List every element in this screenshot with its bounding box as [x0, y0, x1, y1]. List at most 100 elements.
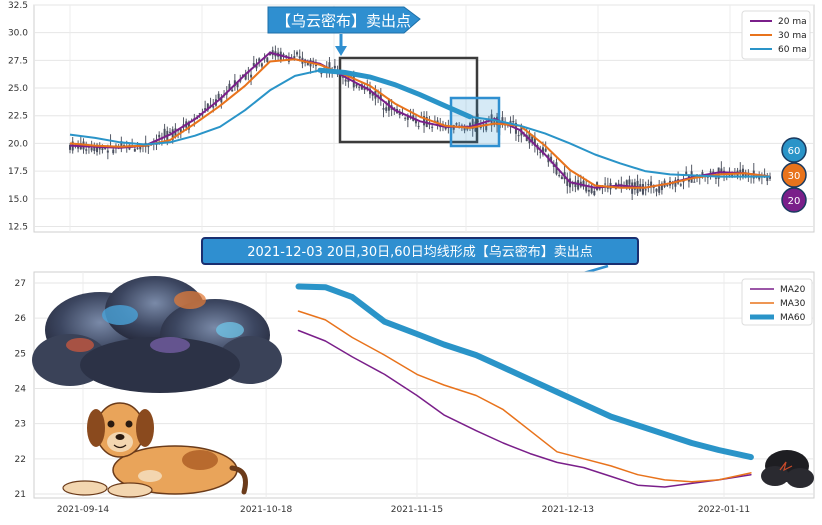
bottom-y-tick-label: 21 [15, 490, 26, 500]
candle-body [550, 156, 553, 161]
candle-body [512, 121, 515, 123]
candle-body [171, 129, 174, 141]
top-y-tick-label: 32.5 [8, 1, 28, 11]
bottom-x-tick-label: 2021-11-15 [391, 505, 443, 515]
candle-body [531, 136, 534, 142]
candle-body [558, 175, 561, 177]
candle-body [366, 86, 369, 89]
candle-body [228, 83, 231, 91]
bottom-legend-ma30: MA30 [780, 299, 806, 309]
candle-body [501, 117, 504, 125]
candle-body [471, 119, 474, 130]
badge-30-text: 30 [788, 171, 801, 182]
candle-body [163, 128, 166, 137]
top-legend-60ma: 60 ma [778, 45, 807, 55]
badge-20 [781, 187, 807, 213]
candle-body [714, 177, 717, 179]
top-y-tick-label: 15.0 [8, 195, 28, 205]
candle-body [204, 108, 207, 111]
candle-body [120, 141, 123, 149]
bottom-y-tick-label: 24 [15, 385, 27, 395]
candle-body [90, 147, 93, 151]
candle-body [158, 134, 161, 138]
bottom-series-line-MA60 [295, 283, 754, 461]
bottom-x-tick-label: 2021-10-18 [240, 505, 293, 515]
candle-body [479, 126, 482, 128]
candle-body [485, 123, 488, 131]
top-legend-30ma: 30 ma [778, 31, 807, 41]
candle-body [560, 176, 563, 180]
candle-body [385, 107, 388, 111]
bottom-x-tick-label: 2021-09-14 [57, 505, 110, 515]
badge-60-text: 60 [788, 146, 801, 157]
candle-body [720, 168, 723, 174]
candle-body [266, 57, 269, 62]
bottom-y-tick-label: 22 [15, 455, 26, 465]
candle-body [133, 148, 136, 152]
bottom-y-tick-label: 26 [15, 314, 27, 324]
candle-body [628, 179, 631, 185]
candle-body [306, 61, 309, 66]
candle-body [344, 79, 347, 82]
candle-body [644, 189, 647, 191]
candle-body [236, 82, 239, 88]
top-series-line-30ma [69, 58, 771, 189]
candle-body [147, 145, 150, 148]
candle-body [93, 147, 96, 151]
bottom-series-line-MA20 [297, 329, 752, 488]
candle-body [312, 60, 315, 62]
candle-body [104, 147, 107, 149]
candle-body [231, 89, 234, 92]
candle-body [552, 164, 555, 167]
sell-point-box [449, 96, 501, 148]
bottom-legend: MA20 MA30 MA60 [741, 278, 813, 326]
candle-body [174, 128, 177, 138]
candle-body [217, 93, 220, 99]
bottom-x-ticks: 2021-09-14 2021-10-18 2021-11-15 2021-12-13… [57, 505, 750, 515]
candle-body [328, 62, 331, 73]
top-y-ticks: 12.5 15.0 17.5 20.0 22.5 25.0 27.5 30.0 32.5 [8, 1, 28, 232]
candle-body [671, 183, 674, 185]
candle-body [220, 97, 223, 103]
bottom-legend-ma20: MA20 [780, 285, 806, 295]
bottom-y-tick-label: 23 [15, 420, 26, 430]
candle-body [625, 180, 628, 187]
candle-body [314, 65, 317, 67]
candle-body [701, 172, 704, 177]
candle-body [417, 125, 420, 127]
candle-body [533, 136, 536, 146]
candle-body [179, 129, 182, 134]
candle-body [106, 150, 109, 153]
badge-60 [781, 137, 807, 163]
candle-body [655, 188, 658, 192]
candle-body [585, 185, 588, 192]
candle-body [379, 93, 382, 101]
top-y-tick-label: 17.5 [8, 167, 28, 177]
candle-body [333, 65, 336, 69]
candle-body [666, 184, 669, 186]
top-y-tick-label: 27.5 [8, 56, 28, 66]
candle-body [650, 181, 653, 187]
bottom-y-tick-label: 27 [15, 279, 26, 289]
top-grid [34, 4, 814, 232]
candle-body [641, 183, 644, 195]
ma-badges: 60 30 20 [781, 137, 807, 213]
candle-body [658, 186, 661, 193]
candle-body [544, 148, 547, 152]
bottom-x-tick-label: 2021-12-13 [542, 505, 594, 515]
candle-body [358, 86, 361, 88]
candle-body [593, 191, 596, 196]
candle-body [469, 123, 471, 128]
candle-body [139, 145, 142, 150]
candle-body [101, 148, 104, 151]
candle-body [523, 135, 526, 137]
candle-body [201, 114, 204, 116]
bottom-series-line-MA30 [297, 310, 752, 483]
candle-body [590, 185, 593, 193]
candle-body [282, 54, 285, 56]
top-y-tick-label: 12.5 [8, 222, 28, 232]
candle-body [169, 131, 171, 133]
candle-body [250, 74, 253, 78]
candle-body [455, 123, 458, 125]
